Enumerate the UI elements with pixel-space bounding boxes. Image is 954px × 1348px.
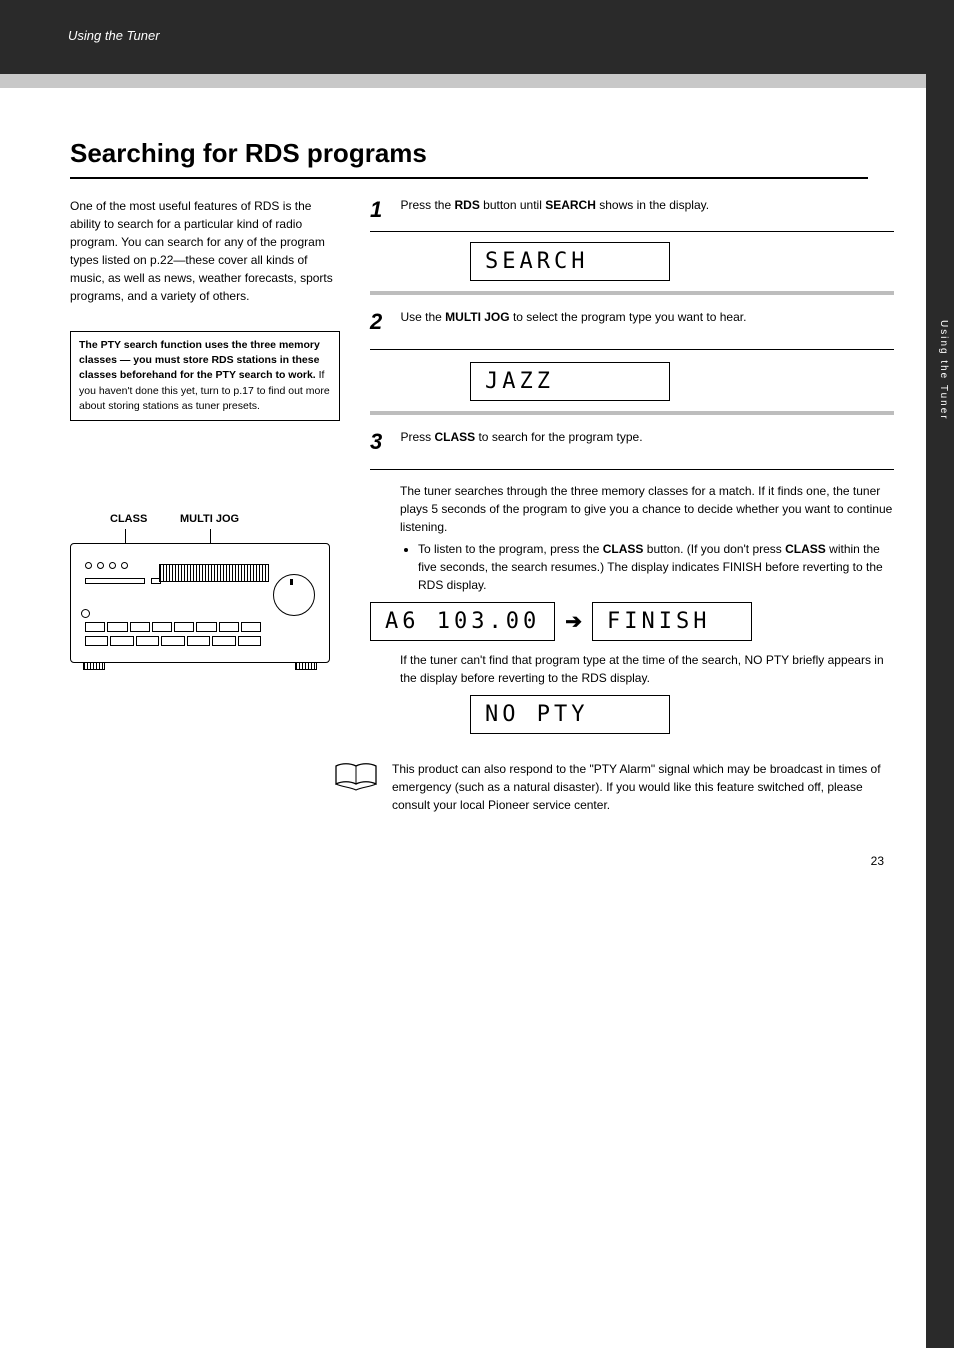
title-rule	[70, 177, 868, 179]
lcd-display: FINISH	[592, 602, 752, 641]
header-category: Using the Tuner	[68, 28, 160, 43]
pty-note-box: The PTY search function uses the three m…	[70, 331, 340, 421]
book-note-text: This product can also respond to the "PT…	[392, 760, 894, 814]
pty-note-lead: The PTY search function uses the three m…	[79, 339, 320, 381]
step-body-after: If the tuner can't find that program typ…	[400, 651, 894, 687]
page-title: Searching for RDS programs	[70, 138, 894, 169]
step-divider	[370, 291, 894, 295]
lcd-display: NO PTY	[470, 695, 670, 734]
callout-class: CLASS	[110, 513, 147, 525]
receiver-callouts: CLASS MULTI JOG	[70, 521, 340, 541]
thin-rule	[370, 349, 894, 350]
thin-rule	[370, 469, 894, 470]
header-bar: Using the Tuner	[0, 0, 954, 74]
step-title: Press CLASS to search for the program ty…	[400, 429, 880, 446]
book-icon	[334, 762, 378, 797]
callout-multijog: MULTI JOG	[180, 513, 239, 525]
step-title: Use the MULTI JOG to select the program …	[400, 309, 880, 326]
step-2: 2 Use the MULTI JOG to select the progra…	[370, 309, 894, 415]
lcd-display: SEARCH	[470, 242, 670, 281]
step-number: 1	[370, 197, 396, 223]
intro-text: One of the most useful features of RDS i…	[70, 197, 340, 305]
step-number: 2	[370, 309, 396, 335]
page-number: 23	[370, 854, 894, 868]
receiver-illustration	[70, 543, 330, 663]
step-bullet: To listen to the program, press the CLAS…	[418, 540, 894, 594]
book-note: This product can also respond to the "PT…	[334, 760, 894, 814]
arrow-icon: ➔	[565, 609, 582, 634]
gray-strip	[0, 74, 926, 88]
step-body: The tuner searches through the three mem…	[400, 482, 894, 594]
step-divider	[370, 411, 894, 415]
step-number: 3	[370, 429, 396, 455]
step-3: 3 Press CLASS to search for the program …	[370, 429, 894, 734]
lcd-display: JAZZ	[470, 362, 670, 401]
lcd-display: A6 103.00	[370, 602, 555, 641]
step-1: 1 Press the RDS button until SEARCH show…	[370, 197, 894, 295]
step-title: Press the RDS button until SEARCH shows …	[400, 197, 880, 214]
